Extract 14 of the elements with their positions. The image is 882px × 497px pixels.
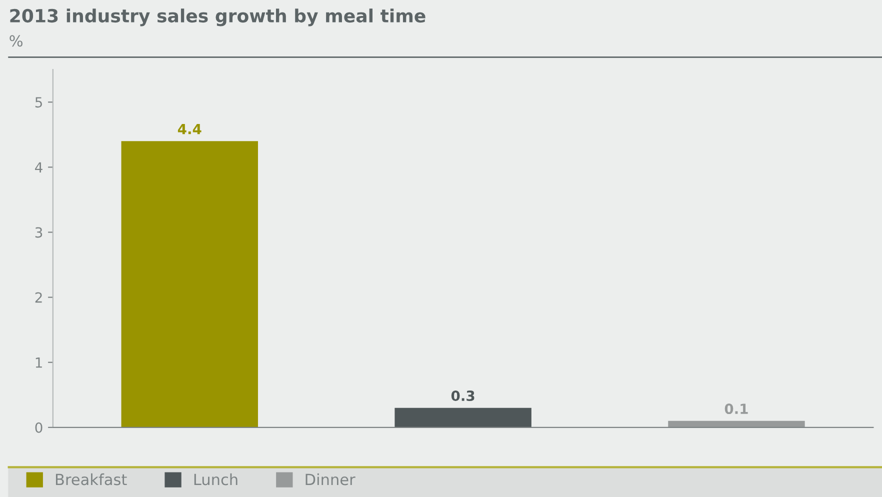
y-tick-label: 0 bbox=[35, 422, 42, 433]
legend-label: Lunch bbox=[194, 473, 238, 486]
y-tick-label: 4 bbox=[35, 162, 42, 172]
y-tick-label: 3 bbox=[35, 227, 42, 238]
data-label: 4.4 bbox=[178, 124, 202, 134]
y-tick-label: 5 bbox=[35, 97, 42, 108]
y-tick-label: 1 bbox=[36, 358, 42, 368]
y-tick-label: 2 bbox=[35, 292, 42, 303]
chart-title: 2013 industry sales growth by meal time bbox=[10, 8, 426, 26]
data-label: 0.3 bbox=[451, 390, 474, 402]
y-axis-title: % bbox=[10, 35, 22, 47]
legend-label: Dinner bbox=[306, 473, 356, 486]
legend-label: Breakfast bbox=[56, 473, 127, 486]
data-label: 0.1 bbox=[724, 404, 748, 414]
